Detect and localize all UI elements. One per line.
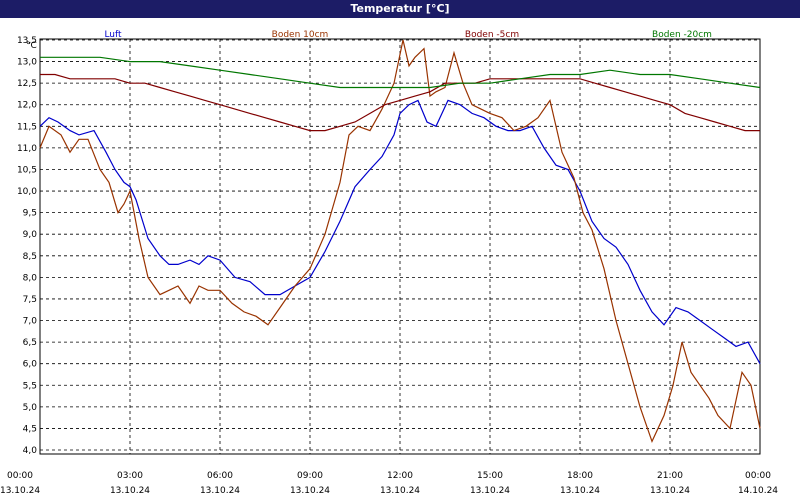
y-tick-label: 13,5 bbox=[17, 36, 37, 46]
x-tick-date: 13.10.24 bbox=[200, 486, 240, 496]
y-tick-label: 7,0 bbox=[23, 317, 38, 327]
legend-entry-2: Boden -5cm bbox=[465, 30, 519, 40]
x-tick-time: 12:00 bbox=[387, 471, 413, 481]
legend-entry-0: Luft bbox=[104, 30, 122, 40]
legend-entry-3: Boden -20cm bbox=[652, 30, 712, 40]
y-tick-label: 12,0 bbox=[17, 101, 37, 111]
y-tick-label: 6,0 bbox=[23, 360, 38, 370]
series-line-1 bbox=[39, 39, 761, 444]
y-tick-label: 8,5 bbox=[23, 252, 37, 262]
y-tick-label: 9,5 bbox=[23, 209, 37, 219]
temperature-chart: 13,5 13,0 12,5 12,0 11,5 11,0 10,5 10,0 9,5 9,0 8,… bbox=[0, 30, 778, 496]
x-tick-date: 13.10.24 bbox=[470, 486, 510, 496]
y-tick-label: 5,0 bbox=[23, 403, 38, 413]
x-tick-date: 13.10.24 bbox=[650, 486, 690, 496]
y-axis-unit: °C bbox=[26, 41, 37, 51]
y-tick-label: 6,5 bbox=[23, 338, 37, 348]
x-tick-date: 13.10.24 bbox=[380, 486, 420, 496]
y-tick-label: 12,5 bbox=[17, 79, 37, 89]
x-tick-time: 21:00 bbox=[657, 471, 683, 481]
legend-entry-1: Boden 10cm bbox=[272, 30, 329, 40]
x-tick-time: 09:00 bbox=[297, 471, 323, 481]
y-tick-label: 10,0 bbox=[17, 187, 37, 197]
x-tick-date: 13.10.24 bbox=[110, 486, 150, 496]
x-tick-time: 18:00 bbox=[567, 471, 593, 481]
series-line-0 bbox=[39, 99, 761, 364]
y-tick-label: 7,5 bbox=[23, 295, 37, 305]
y-tick-label: 4,5 bbox=[23, 424, 37, 434]
y-tick-label: 11,5 bbox=[17, 122, 37, 132]
x-tick-date: 13.10.24 bbox=[560, 486, 600, 496]
y-tick-label: 11,0 bbox=[17, 144, 37, 154]
series-line-3 bbox=[40, 56, 761, 89]
chart-title: Temperatur [°C] bbox=[0, 0, 800, 18]
x-tick-date: 13.10.24 bbox=[290, 486, 330, 496]
x-tick-time: 03:00 bbox=[117, 471, 143, 481]
x-tick-time: 00:00 bbox=[745, 471, 771, 481]
y-tick-label: 10,5 bbox=[17, 165, 37, 175]
x-tick-date: 13.10.24 bbox=[0, 486, 40, 496]
x-tick-date: 14.10.24 bbox=[738, 486, 778, 496]
x-tick-time: 06:00 bbox=[207, 471, 233, 481]
series-line-2 bbox=[40, 73, 760, 132]
y-tick-label: 9,0 bbox=[23, 230, 38, 240]
y-tick-label: 5,5 bbox=[23, 381, 37, 391]
x-tick-time: 15:00 bbox=[477, 471, 503, 481]
x-tick-time: 00:00 bbox=[7, 471, 33, 481]
y-tick-label: 13,0 bbox=[17, 58, 37, 68]
y-tick-label: 4,0 bbox=[23, 446, 38, 456]
y-tick-label: 8,0 bbox=[23, 273, 38, 283]
plot-area bbox=[39, 38, 761, 455]
